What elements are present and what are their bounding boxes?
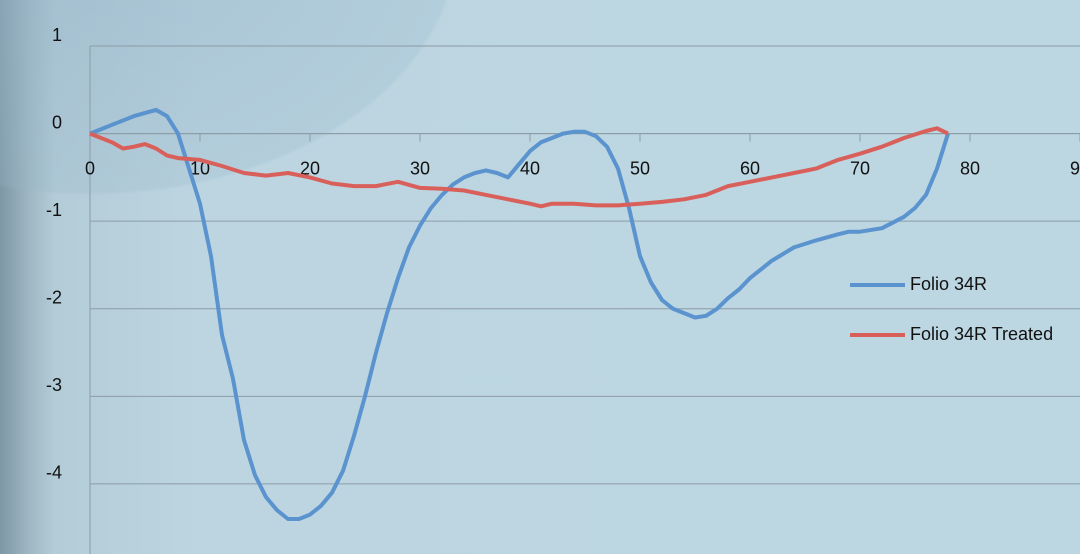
x-tick-label: 80 [960, 158, 980, 178]
y-tick-label: -4 [46, 463, 62, 483]
legend-label: Folio 34R Treated [910, 324, 1053, 344]
x-tick-label: 50 [630, 158, 650, 178]
x-tick-label: 40 [520, 158, 540, 178]
y-tick-label: 0 [52, 112, 62, 132]
series-line [89, 126, 949, 209]
x-tick-label: 0 [85, 158, 95, 178]
x-tick-label: 30 [410, 158, 430, 178]
x-tick-label: 20 [300, 158, 320, 178]
legend-label: Folio 34R [910, 274, 987, 294]
y-tick-label: -2 [46, 288, 62, 308]
y-tick-label: -3 [46, 375, 62, 395]
x-tick-label: 90 [1070, 158, 1080, 178]
x-tick-label: 70 [850, 158, 870, 178]
y-tick-label: -1 [46, 200, 62, 220]
series-line [89, 107, 950, 521]
y-tick-label: 1 [52, 25, 62, 45]
x-tick-label: 60 [740, 158, 760, 178]
